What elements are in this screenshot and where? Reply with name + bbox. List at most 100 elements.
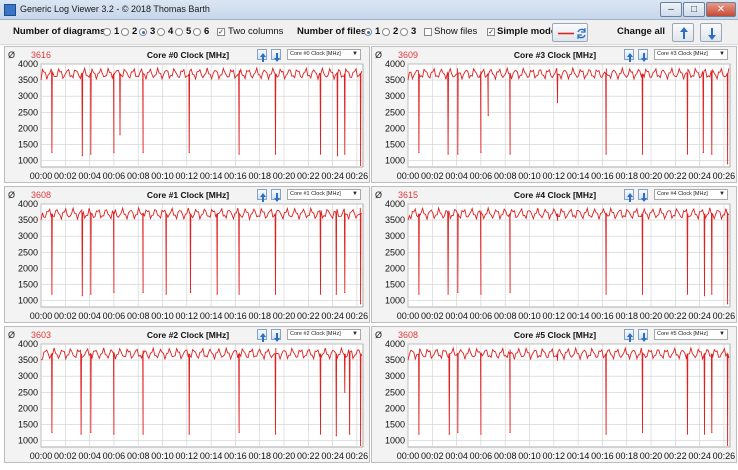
chevron-down-icon: ▼ xyxy=(352,191,358,197)
dip-point xyxy=(641,293,644,295)
maximize-button[interactable]: □ xyxy=(683,2,705,17)
x-tick-label: 00:16 xyxy=(224,311,247,321)
panel-move-up-button[interactable] xyxy=(624,49,634,62)
dip-point xyxy=(216,293,218,295)
change-all-label: Change all xyxy=(617,26,666,37)
plot-area xyxy=(40,203,364,308)
dip-point xyxy=(641,431,644,434)
x-tick-label: 00:12 xyxy=(543,451,566,461)
dip-point xyxy=(188,433,190,435)
dip-point xyxy=(509,291,511,294)
series-select[interactable]: Core #4 Clock [MHz] ▼ xyxy=(654,189,728,200)
series-line xyxy=(407,66,730,164)
x-tick-label: 00:26 xyxy=(346,311,369,321)
panel-move-down-button[interactable] xyxy=(638,189,648,202)
arrow-down-icon xyxy=(641,333,647,342)
files-radio-3[interactable] xyxy=(400,28,408,36)
show-files-checkbox[interactable] xyxy=(424,28,432,36)
simple-mode-checkbox[interactable]: ✓ xyxy=(487,28,495,36)
x-tick-label: 00:02 xyxy=(54,311,77,321)
dip-point xyxy=(319,293,322,295)
dip-point xyxy=(447,153,449,155)
dip-point xyxy=(418,151,420,154)
series-select[interactable]: Core #2 Clock [MHz] ▼ xyxy=(287,329,361,340)
x-tick-label: 00:06 xyxy=(103,451,126,461)
y-tick-label: 3500 xyxy=(385,75,405,85)
series-select[interactable]: Core #0 Clock [MHz] ▼ xyxy=(287,49,361,60)
diagrams-radio-5[interactable] xyxy=(175,28,183,36)
move-down-button[interactable] xyxy=(700,23,722,42)
panel-move-down-button[interactable] xyxy=(638,329,648,342)
x-tick-label: 00:24 xyxy=(688,311,711,321)
minimize-button[interactable]: – xyxy=(660,2,682,17)
x-tick-label: 00:26 xyxy=(713,171,736,181)
arrow-up-icon xyxy=(627,193,633,202)
line-style-button[interactable] xyxy=(552,23,588,42)
x-tick-label: 00:00 xyxy=(30,171,53,181)
x-tick-label: 00:20 xyxy=(273,451,296,461)
arrow-up-icon xyxy=(627,333,633,342)
grid xyxy=(40,343,363,447)
panel-move-up-button[interactable] xyxy=(257,189,267,202)
x-tick-label: 00:24 xyxy=(321,451,344,461)
panel-move-down-button[interactable] xyxy=(638,49,648,62)
x-tick-label: 00:18 xyxy=(248,171,271,181)
x-tick-label: 00:26 xyxy=(713,451,736,461)
dip-point xyxy=(605,153,607,155)
y-tick-label: 1000 xyxy=(385,156,405,166)
close-button[interactable]: ✕ xyxy=(706,2,736,17)
series-select[interactable]: Core #5 Clock [MHz] ▼ xyxy=(654,329,728,340)
diagrams-radio-4[interactable] xyxy=(157,28,165,36)
series-select[interactable]: Core #1 Clock [MHz] ▼ xyxy=(287,189,361,200)
panel-move-down-button[interactable] xyxy=(271,329,281,342)
x-tick-label: 00:04 xyxy=(78,451,101,461)
y-tick-label: 3500 xyxy=(18,75,38,85)
minimize-icon: – xyxy=(668,4,674,15)
arrow-down-icon xyxy=(708,28,716,40)
panel-move-down-button[interactable] xyxy=(271,49,281,62)
dip-point xyxy=(686,433,689,435)
x-tick-label: 00:18 xyxy=(248,451,271,461)
dip-point xyxy=(90,153,92,155)
chart-panel: Ø 3603 Core #2 Clock [MHz] Core #2 Clock [M… xyxy=(4,326,370,463)
chart-title: Core #2 Clock [MHz] xyxy=(146,330,230,340)
x-tick-label: 00:10 xyxy=(151,311,174,321)
diagrams-radio-2[interactable] xyxy=(121,28,129,36)
dip-point xyxy=(113,151,115,154)
x-tick-label: 00:16 xyxy=(591,311,614,321)
files-radio-2[interactable] xyxy=(382,28,390,36)
y-tick-label: 2000 xyxy=(385,403,405,413)
panel-move-up-button[interactable] xyxy=(624,329,634,342)
series-select-value: Core #1 Clock [MHz] xyxy=(290,191,341,197)
average-value: 3615 xyxy=(398,190,419,200)
series-select[interactable]: Core #3 Clock [MHz] ▼ xyxy=(654,49,728,60)
diagrams-radio-6[interactable] xyxy=(193,28,201,36)
dip-point xyxy=(165,293,167,295)
chevron-down-icon: ▼ xyxy=(719,51,725,57)
x-tick-label: 00:14 xyxy=(567,171,590,181)
x-tick-label: 00:24 xyxy=(321,171,344,181)
diagrams-radio-1[interactable] xyxy=(103,28,111,36)
x-tick-label: 00:18 xyxy=(615,451,638,461)
move-up-button[interactable] xyxy=(672,23,694,42)
y-tick-label: 2000 xyxy=(385,263,405,273)
y-tick-label: 2500 xyxy=(385,387,405,397)
dip-point xyxy=(274,153,277,155)
chart-title: Core #1 Clock [MHz] xyxy=(146,190,230,200)
y-tick-label: 2500 xyxy=(18,247,38,257)
diagrams-radio-3[interactable] xyxy=(139,28,147,36)
two-columns-checkbox[interactable]: ✓ xyxy=(217,28,225,36)
diagrams-radio-label: 3 xyxy=(150,26,156,37)
grid xyxy=(407,343,730,447)
panel-move-down-button[interactable] xyxy=(271,189,281,202)
x-tick-label: 00:06 xyxy=(470,311,493,321)
y-tick-label: 3000 xyxy=(18,91,38,101)
x-tick-label: 00:12 xyxy=(176,171,199,181)
y-tick-label: 3500 xyxy=(18,215,38,225)
x-tick-label: 00:16 xyxy=(224,451,247,461)
panel-move-up-button[interactable] xyxy=(257,49,267,62)
chart-panel: Ø 3616 Core #0 Clock [MHz] Core #0 Clock [M… xyxy=(4,46,370,183)
files-radio-1[interactable] xyxy=(364,28,372,36)
panel-move-up-button[interactable] xyxy=(257,329,267,342)
panel-move-up-button[interactable] xyxy=(624,189,634,202)
